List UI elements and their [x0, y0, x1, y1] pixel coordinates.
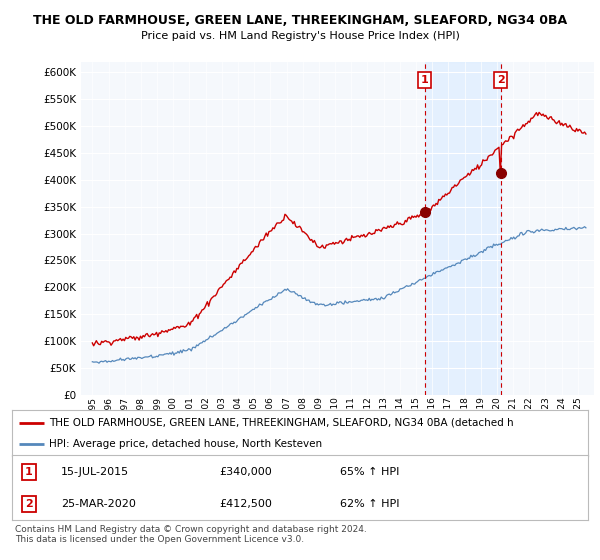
Text: 15-JUL-2015: 15-JUL-2015 — [61, 467, 129, 477]
Bar — [425, 62, 500, 395]
Text: 2: 2 — [25, 499, 32, 509]
Text: THE OLD FARMHOUSE, GREEN LANE, THREEKINGHAM, SLEAFORD, NG34 0BA (detached h: THE OLD FARMHOUSE, GREEN LANE, THREEKING… — [49, 418, 514, 428]
Text: 25-MAR-2020: 25-MAR-2020 — [61, 499, 136, 509]
Text: HPI: Average price, detached house, North Kesteven: HPI: Average price, detached house, Nort… — [49, 439, 323, 449]
Text: 1: 1 — [25, 467, 32, 477]
Text: Price paid vs. HM Land Registry's House Price Index (HPI): Price paid vs. HM Land Registry's House … — [140, 31, 460, 41]
Text: £340,000: £340,000 — [220, 467, 272, 477]
Text: 1: 1 — [421, 75, 428, 85]
Text: Contains HM Land Registry data © Crown copyright and database right 2024.
This d: Contains HM Land Registry data © Crown c… — [15, 525, 367, 544]
Text: 62% ↑ HPI: 62% ↑ HPI — [340, 499, 400, 509]
Text: 65% ↑ HPI: 65% ↑ HPI — [340, 467, 400, 477]
Text: £412,500: £412,500 — [220, 499, 272, 509]
Text: THE OLD FARMHOUSE, GREEN LANE, THREEKINGHAM, SLEAFORD, NG34 0BA: THE OLD FARMHOUSE, GREEN LANE, THREEKING… — [33, 14, 567, 27]
Text: 2: 2 — [497, 75, 505, 85]
